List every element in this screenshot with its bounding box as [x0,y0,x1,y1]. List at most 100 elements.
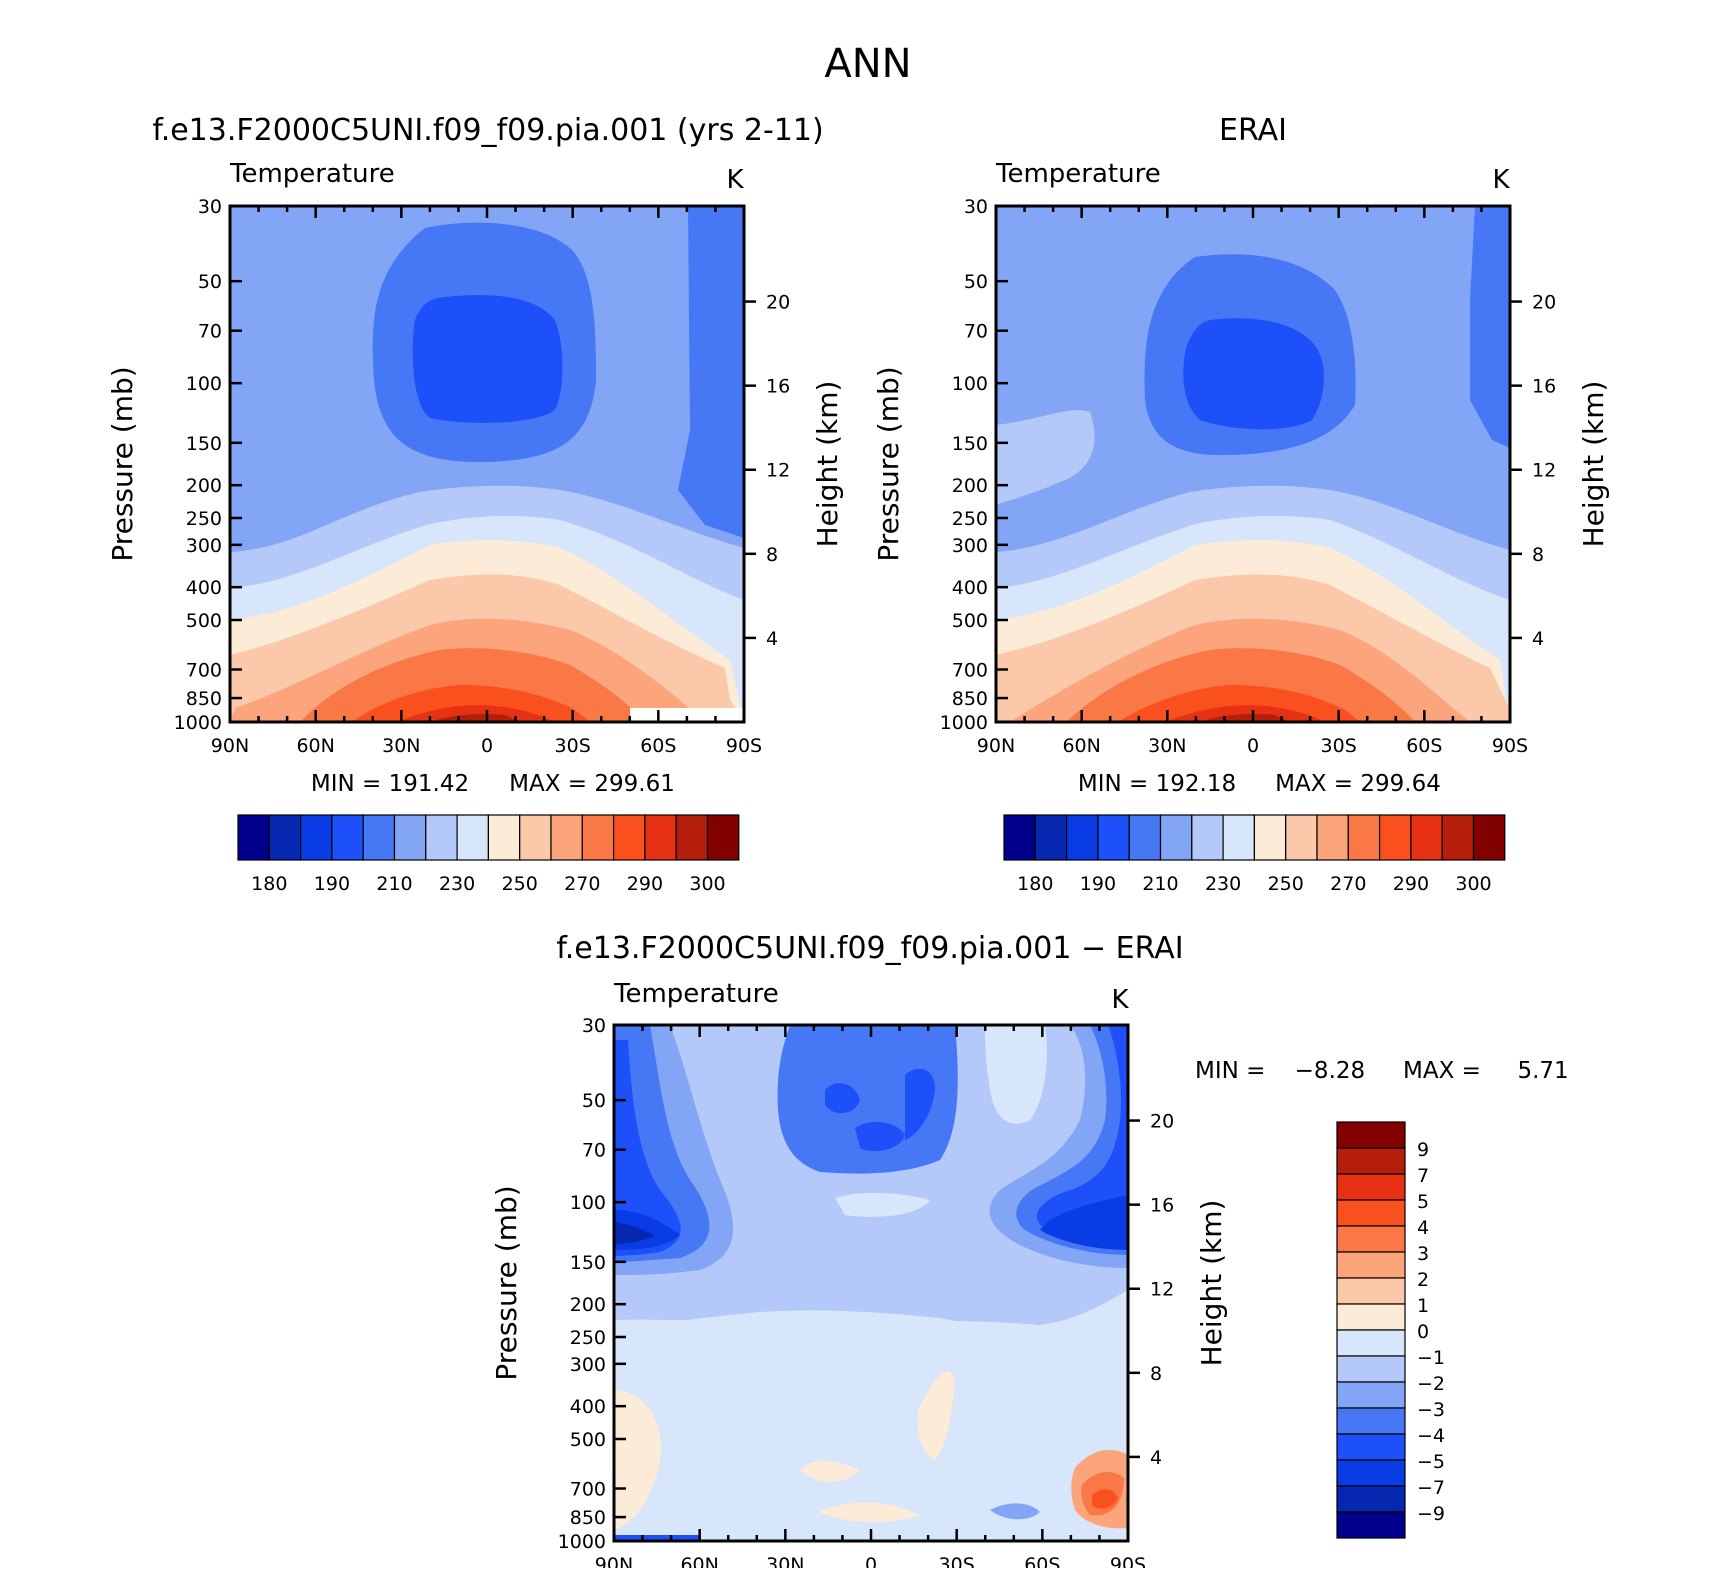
x-tick-label-obs: 60N [1062,735,1100,757]
field-band-diff-m5-strat-a [825,1083,860,1114]
y2-tick-label-obs: 20 [1532,292,1556,314]
colorbar-label-diff: 5 [1417,1191,1429,1213]
colorbar-cell-model [581,814,615,861]
colorbar-cell-model [550,814,583,861]
colorbar-cell-obs [1191,814,1224,861]
colorbar-cell-diff [1336,1303,1406,1331]
min-label-model: MIN = 191.42 [311,771,469,797]
x-tick-label-diff: 30N [766,1554,804,1568]
field-band-obs-290 [1165,705,1325,722]
colorbar-cell-obs [1316,814,1349,861]
panel-diff: f.e13.F2000C5UNI.f09_f09.pia.001 − ERAI … [490,931,1569,1573]
y2-tick-label-obs: 16 [1532,376,1556,398]
colorbar-label-diff: 0 [1417,1321,1429,1343]
field-band-model-max [430,713,520,722]
field-cell-model-south-pole [678,206,744,538]
colorbar-label-model: 250 [502,873,538,895]
colorbar-label-diff: −9 [1417,1503,1445,1525]
field-band-diff-m5-strat-c [905,1068,935,1140]
y-tick-label-model: 1000 [174,712,222,734]
field-band-diff-m5-north [614,1040,681,1256]
colorbar-label-diff: 3 [1417,1243,1429,1265]
colorbar-label-obs: 300 [1455,873,1491,895]
field-band-model-min [412,294,563,423]
x-tick-label-model: 30S [555,735,591,757]
colorbar-label-diff: 9 [1417,1139,1429,1161]
x-tick-label-obs: 90S [1492,735,1528,757]
y-tick-label-obs: 100 [952,373,988,395]
colorbar-cell-diff [1336,1277,1406,1305]
y2-tick-label-model: 20 [766,292,790,314]
colorbar-label-obs: 210 [1142,873,1178,895]
colorbar-cell-obs [1097,814,1130,861]
y-tick-label-model: 850 [186,688,222,710]
y-axis-title-obs: Pressure (mb) [872,366,905,561]
x-tick-label-diff: 60S [1024,1554,1060,1568]
colorbar-label-diff: 7 [1417,1165,1429,1187]
field-band-obs-max [1198,713,1290,722]
colorbar-cell-obs [1065,814,1099,861]
y-tick-label-model: 200 [186,475,222,497]
y-tick-label-obs: 200 [952,475,988,497]
y-tick-label-diff: 30 [582,1015,606,1037]
field-band-diff-m1-0-upper [614,1310,1128,1541]
panel-model: f.e13.F2000C5UNI.f09_f09.pia.001 (yrs 2-… [106,113,844,895]
colorbar-label-obs: 290 [1393,873,1429,895]
y-tick-label-diff: 700 [570,1479,606,1501]
colorbar-cell-model [487,814,521,861]
x-tick-label-model: 0 [481,735,493,757]
colorbar-label-diff: 2 [1417,1269,1429,1291]
field-band-diff-min-north [614,1222,655,1244]
colorbar-cell-obs [1253,814,1287,861]
x-tick-label-diff: 0 [865,1554,877,1568]
colorbar-cell-diff [1336,1355,1406,1383]
y-tick-label-diff: 200 [570,1294,606,1316]
y-axis-title-model: Pressure (mb) [106,366,139,561]
y-tick-label-model: 70 [198,321,222,343]
y2-axis-title-diff: Height (km) [1195,1200,1228,1367]
x-tick-label-obs: 0 [1247,735,1259,757]
min-label-diff: MIN = −8.28 [1195,1058,1365,1084]
y-tick-label-obs: 50 [964,271,988,293]
panel-title-diff: f.e13.F2000C5UNI.f09_f09.pia.001 − ERAI [556,931,1183,966]
y-tick-label-obs: 500 [952,610,988,632]
y2-tick-label-obs: 12 [1532,460,1556,482]
units-label-obs: K [1492,165,1510,195]
colorbar-label-model: 270 [564,873,600,895]
colorbar-label-diff: −1 [1417,1347,1445,1369]
y2-tick-label-diff: 4 [1150,1447,1162,1469]
colorbar-label-diff: 4 [1417,1217,1429,1239]
field-band-diff-m1-0-south-strat [985,1025,1047,1124]
y-tick-label-obs: 30 [964,196,988,218]
y-tick-label-model: 400 [186,577,222,599]
colorbar-cell-model [331,814,364,861]
colorbar-cell-diff [1336,1433,1406,1461]
y2-tick-label-diff: 12 [1150,1279,1174,1301]
colorbar-label-model: 230 [439,873,475,895]
colorbar-cell-obs [1410,814,1443,861]
colorbar-cell-model [300,814,333,861]
colorbar-cell-obs [1285,814,1318,861]
field-band-obs-min [1183,318,1324,430]
colorbar-cell-model [706,814,740,861]
colorbar-cell-model [456,814,490,861]
colorbar-diff: 9 7 5 4 3 2 1 0 −1 −2 −3 −4 −5 −7 −9 [1336,1121,1445,1539]
y-tick-label-diff: 300 [570,1354,606,1376]
min-label-obs: MIN = 192.18 [1078,771,1236,797]
y2-axis-title-model: Height (km) [811,381,844,548]
variable-label-diff: Temperature [613,979,779,1009]
colorbar-cell-obs [1472,814,1506,861]
colorbar-cell-diff [1336,1511,1406,1539]
x-tick-label-model: 90S [726,735,762,757]
contour-field-diff [614,1025,1128,1541]
x-tick-label-diff: 90S [1110,1554,1146,1568]
field-band-diff-0-1-eq [800,1460,860,1483]
y2-tick-label-model: 12 [766,460,790,482]
colorbar-obs: 180 190 210 230 250 270 290 300 [1003,814,1506,895]
colorbar-cell-diff [1336,1329,1406,1357]
colorbar-cell-obs [1159,814,1193,861]
variable-label-obs: Temperature [995,159,1161,189]
y-tick-label-diff: 500 [570,1429,606,1451]
x-tick-label-obs: 30S [1321,735,1357,757]
